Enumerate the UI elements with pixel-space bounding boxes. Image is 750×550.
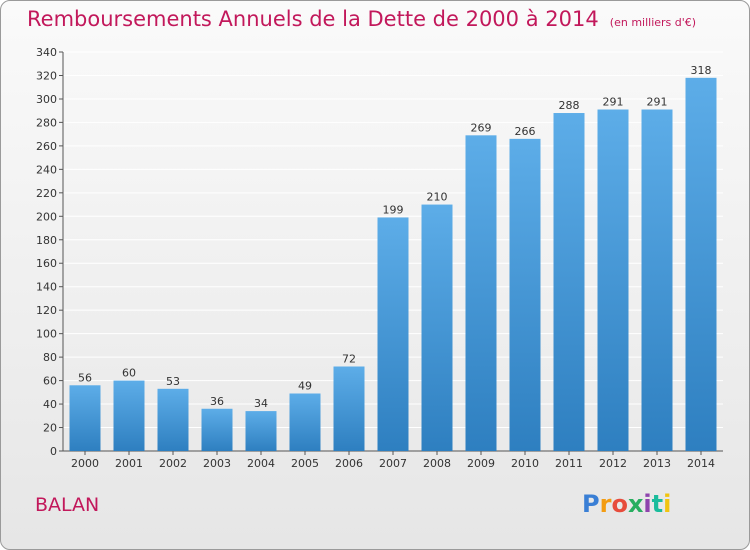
- bar-2000: [69, 385, 101, 451]
- brand-letter: i: [643, 490, 652, 518]
- data-label: 210: [427, 191, 448, 204]
- x-tick-label: 2014: [687, 457, 715, 470]
- x-tick-label: 2000: [71, 457, 99, 470]
- bar-2004: [245, 411, 277, 451]
- y-tick-label: 280: [36, 116, 57, 129]
- data-label: 53: [166, 375, 180, 388]
- place-label: BALAN: [35, 494, 100, 516]
- data-label: 60: [122, 367, 136, 380]
- x-tick-label: 2006: [335, 457, 363, 470]
- y-tick-label: 0: [50, 445, 57, 458]
- y-tick-label: 320: [36, 69, 57, 82]
- y-tick-label: 200: [36, 210, 57, 223]
- brand-letter: P: [582, 490, 600, 518]
- brand-letter: i: [663, 490, 672, 518]
- data-label: 199: [383, 203, 404, 216]
- x-tick-label: 2002: [159, 457, 187, 470]
- data-label: 34: [254, 397, 268, 410]
- data-label: 36: [210, 395, 224, 408]
- x-tick-label: 2012: [599, 457, 627, 470]
- y-tick-label: 20: [43, 422, 57, 435]
- bar-2001: [113, 380, 145, 451]
- data-label: 72: [342, 353, 356, 366]
- bar-2014: [685, 77, 717, 451]
- data-label: 318: [691, 64, 712, 77]
- bar-2011: [553, 113, 585, 451]
- brand-letter: o: [611, 490, 628, 518]
- chart-subtitle: (en milliers d'€): [609, 16, 697, 29]
- data-label: 56: [78, 371, 92, 384]
- brand-letter: x: [627, 490, 644, 518]
- y-tick-label: 120: [36, 304, 57, 317]
- title-row: Remboursements Annuels de la Dette de 20…: [27, 7, 696, 31]
- x-tick-label: 2011: [555, 457, 583, 470]
- x-tick-label: 2008: [423, 457, 451, 470]
- bar-2003: [201, 408, 233, 451]
- bar-2005: [289, 393, 321, 451]
- bar-layer: [69, 77, 717, 452]
- bar-2013: [641, 109, 673, 452]
- y-tick-label: 140: [36, 281, 57, 294]
- bar-2006: [333, 366, 365, 451]
- brand-letter: t: [651, 490, 664, 518]
- y-tick-label: 260: [36, 140, 57, 153]
- y-tick-label: 100: [36, 328, 57, 341]
- y-tick-label: 80: [43, 351, 57, 364]
- bar-2002: [157, 388, 189, 451]
- bar-2012: [597, 109, 629, 452]
- x-tick-label: 2010: [511, 457, 539, 470]
- data-label: 288: [559, 99, 580, 112]
- x-tick-label: 2007: [379, 457, 407, 470]
- x-tick-label: 2001: [115, 457, 143, 470]
- x-tick-label: 2004: [247, 457, 275, 470]
- x-tick-label: 2013: [643, 457, 671, 470]
- data-label: 291: [603, 96, 624, 109]
- y-tick-label: 40: [43, 398, 57, 411]
- x-tick-label: 2005: [291, 457, 319, 470]
- y-tick-label: 60: [43, 375, 57, 388]
- y-tick-label: 220: [36, 187, 57, 200]
- data-label: 291: [647, 96, 668, 109]
- data-label: 266: [515, 125, 536, 138]
- brand-logo: Proxiti: [582, 490, 671, 518]
- y-tick-label: 340: [36, 46, 57, 59]
- chart-title: Remboursements Annuels de la Dette de 20…: [27, 7, 599, 31]
- bar-2009: [465, 135, 497, 451]
- label-layer: 56 2000 60 2001 53 2002 36 2003 34 2004 49 2005 72 20…: [71, 64, 715, 470]
- data-label: 269: [471, 121, 492, 134]
- x-tick-label: 2009: [467, 457, 495, 470]
- bar-2007: [377, 217, 409, 451]
- brand-letter: r: [599, 490, 612, 518]
- bar-2010: [509, 138, 541, 451]
- y-tick-label: 180: [36, 234, 57, 247]
- bar-2008: [421, 204, 453, 451]
- y-tick-label: 300: [36, 93, 57, 106]
- y-tick-label: 240: [36, 163, 57, 176]
- x-tick-label: 2003: [203, 457, 231, 470]
- data-label: 49: [298, 379, 312, 392]
- y-tick-label: 160: [36, 257, 57, 270]
